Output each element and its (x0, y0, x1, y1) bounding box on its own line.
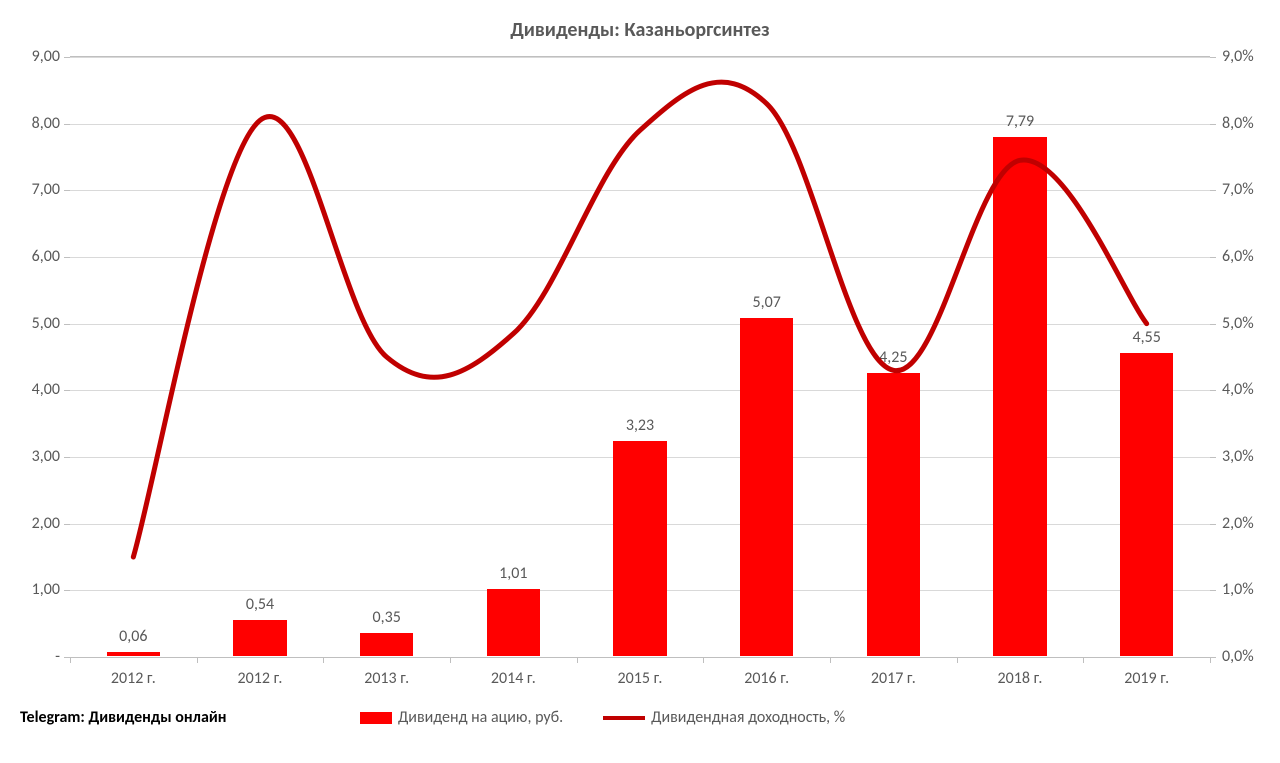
x-category-label: 2017 г. (830, 669, 957, 688)
x-tick (1210, 657, 1211, 663)
x-category-label: 2013 г. (323, 669, 450, 688)
legend-label: Дивидендная доходность, % (651, 708, 845, 727)
y-left-label: - (10, 647, 60, 666)
x-tick (703, 657, 704, 663)
y-right-tick (1210, 190, 1216, 191)
y-left-label: 1,00 (10, 580, 60, 599)
plot-area: -0,0%1,001,0%2,002,0%3,003,0%4,004,0%5,0… (70, 56, 1210, 656)
x-tick (1083, 657, 1084, 663)
y-right-tick (1210, 57, 1216, 58)
dividend-chart: Дивиденды: Казаньоргсинтез -0,0%1,001,0%… (0, 0, 1280, 763)
y-left-label: 6,00 (10, 247, 60, 266)
x-category-label: 2018 г. (957, 669, 1084, 688)
x-tick (830, 657, 831, 663)
y-right-tick (1210, 124, 1216, 125)
x-tick (70, 657, 71, 663)
legend-item: Дивидендная доходность, % (603, 708, 845, 727)
y-left-label: 5,00 (10, 314, 60, 333)
y-right-tick (1210, 390, 1216, 391)
legend-item: Дивиденд на ацию, руб. (360, 708, 563, 727)
legend-swatch-line (603, 716, 645, 720)
y-right-label: 9,0% (1222, 47, 1280, 66)
y-left-label: 9,00 (10, 47, 60, 66)
y-right-label: 5,0% (1222, 314, 1280, 333)
x-tick (323, 657, 324, 663)
y-right-tick (1210, 524, 1216, 525)
y-right-tick (1210, 324, 1216, 325)
y-left-label: 3,00 (10, 447, 60, 466)
y-right-label: 7,0% (1222, 180, 1280, 199)
y-left-label: 8,00 (10, 114, 60, 133)
y-right-label: 0,0% (1222, 647, 1280, 666)
x-category-label: 2012 г. (70, 669, 197, 688)
chart-title: Дивиденды: Казаньоргсинтез (0, 18, 1280, 42)
y-right-label: 1,0% (1222, 580, 1280, 599)
yield-line (70, 57, 1210, 657)
x-category-label: 2015 г. (577, 669, 704, 688)
footer-telegram: Telegram: Дивиденды онлайн (20, 708, 227, 727)
y-right-label: 8,0% (1222, 114, 1280, 133)
y-left-label: 7,00 (10, 180, 60, 199)
x-category-label: 2014 г. (450, 669, 577, 688)
y-left-label: 4,00 (10, 380, 60, 399)
x-category-label: 2012 г. (197, 669, 324, 688)
x-category-label: 2019 г. (1083, 669, 1210, 688)
y-right-tick (1210, 257, 1216, 258)
legend-label: Дивиденд на ацию, руб. (398, 708, 563, 727)
x-category-label: 2016 г. (703, 669, 830, 688)
x-tick (450, 657, 451, 663)
x-tick (957, 657, 958, 663)
y-right-label: 3,0% (1222, 447, 1280, 466)
chart-legend: Дивиденд на ацию, руб. Дивидендная доходн… (360, 708, 845, 727)
y-right-label: 2,0% (1222, 514, 1280, 533)
y-right-label: 6,0% (1222, 247, 1280, 266)
legend-swatch-bar (360, 712, 392, 724)
x-tick (577, 657, 578, 663)
y-right-tick (1210, 457, 1216, 458)
x-tick (197, 657, 198, 663)
y-right-label: 4,0% (1222, 380, 1280, 399)
x-axis-line (70, 657, 1210, 658)
y-left-label: 2,00 (10, 514, 60, 533)
y-right-tick (1210, 590, 1216, 591)
